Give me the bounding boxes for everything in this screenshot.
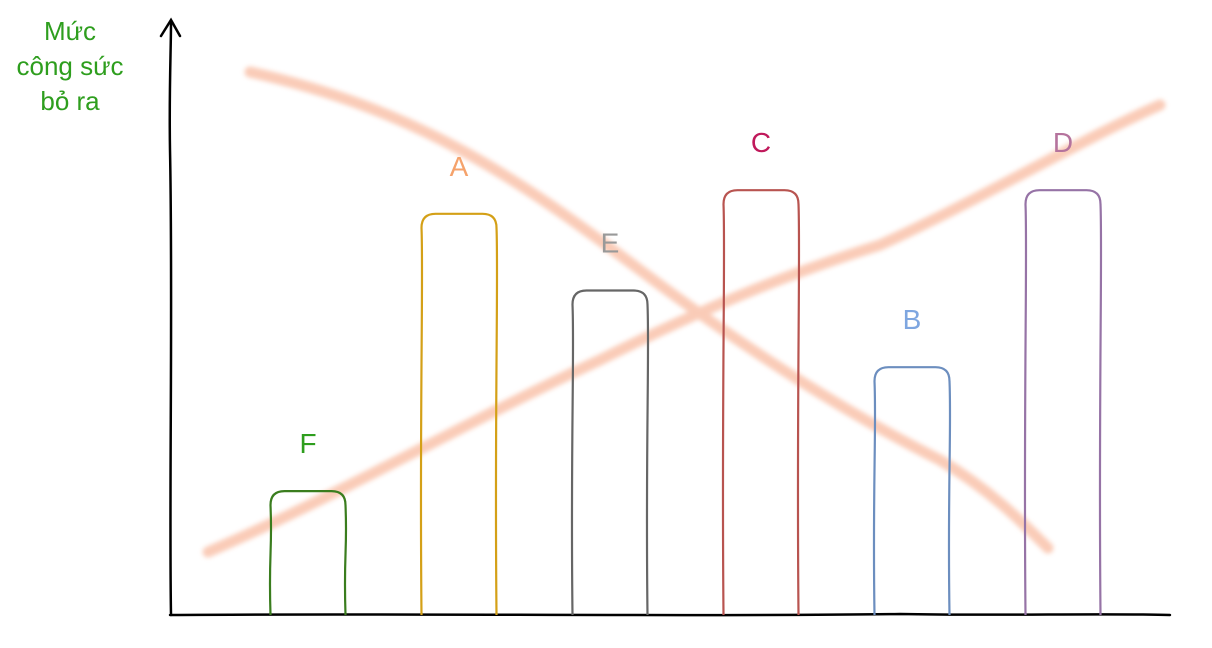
bar [1023, 189, 1103, 616]
y-axis [168, 20, 173, 617]
y-axis-arrow [159, 17, 182, 38]
falling-stroke [244, 66, 1054, 554]
bar [570, 289, 650, 616]
trend-strokes [202, 66, 1166, 558]
bar-label: D [1053, 127, 1073, 158]
rising-stroke [202, 99, 1166, 558]
bar [419, 212, 499, 616]
bar-label: F [299, 428, 316, 459]
bar-label: E [601, 228, 620, 259]
axes [159, 17, 1172, 617]
y-axis-label: Mức công sức bỏ ra [16, 16, 124, 116]
bar-label: A [450, 151, 469, 182]
bar [268, 490, 348, 616]
x-axis [168, 612, 1172, 617]
bar-label: B [903, 304, 922, 335]
bar [872, 366, 952, 616]
bar-label: C [751, 127, 771, 158]
bar [721, 189, 801, 616]
